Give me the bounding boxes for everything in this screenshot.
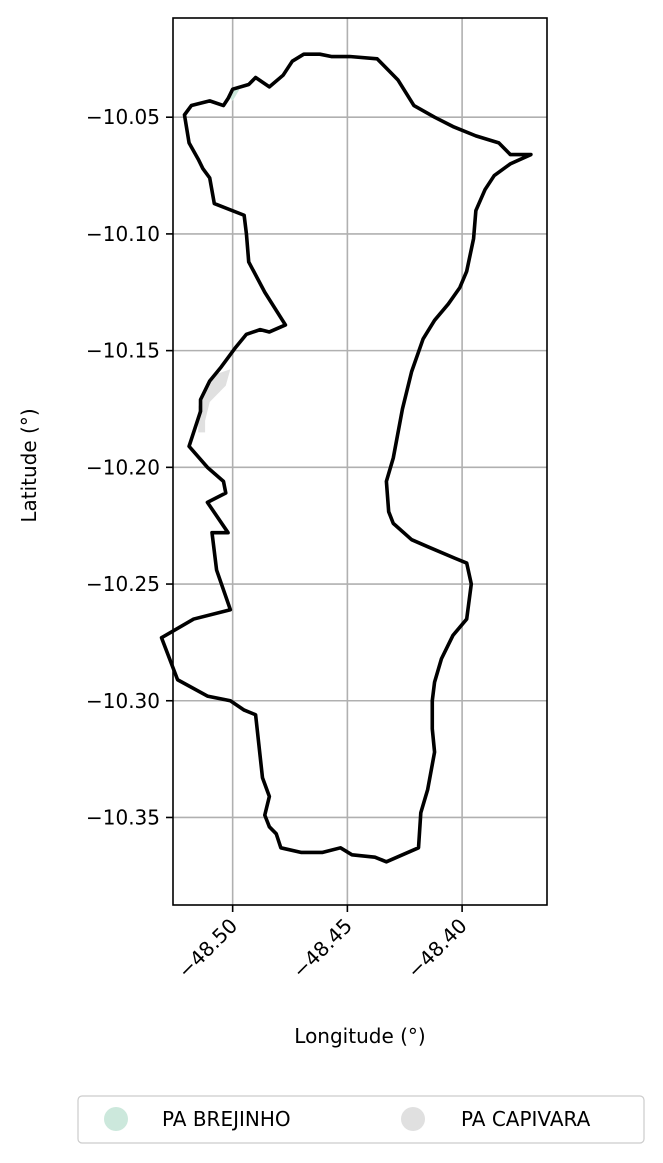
y-tick-label: −10.25 xyxy=(86,572,160,596)
legend-marker-pa-capivara xyxy=(401,1107,425,1131)
plot-frame xyxy=(172,17,548,906)
y-tick-label: −10.20 xyxy=(86,455,160,479)
region-pa-capivara xyxy=(198,369,231,433)
x-tick-label: −48.45 xyxy=(288,914,357,983)
y-tick-label: −10.35 xyxy=(86,805,160,829)
x-tick-label: −48.40 xyxy=(402,914,471,983)
y-tick-label: −10.05 xyxy=(86,105,160,129)
y-tick-label: −10.15 xyxy=(86,339,160,363)
grid-lines xyxy=(173,18,547,905)
boundary-outline xyxy=(159,52,533,864)
x-axis-label: Longitude (°) xyxy=(294,1024,425,1048)
legend-box xyxy=(77,1095,645,1144)
y-tick-label: −10.30 xyxy=(86,689,160,713)
municipality-boundary xyxy=(159,52,533,864)
legend-marker-pa-brejinho xyxy=(104,1107,128,1131)
x-tick-label: −48.50 xyxy=(173,914,242,983)
y-axis-label: Latitude (°) xyxy=(17,408,41,522)
legend-label-pa-brejinho: PA BREJINHO xyxy=(162,1107,291,1131)
y-tick-label: −10.10 xyxy=(86,222,160,246)
legend-label-pa-capivara: PA CAPIVARA xyxy=(461,1107,591,1131)
legend: PA BREJINHO PA CAPIVARA xyxy=(77,1095,645,1144)
